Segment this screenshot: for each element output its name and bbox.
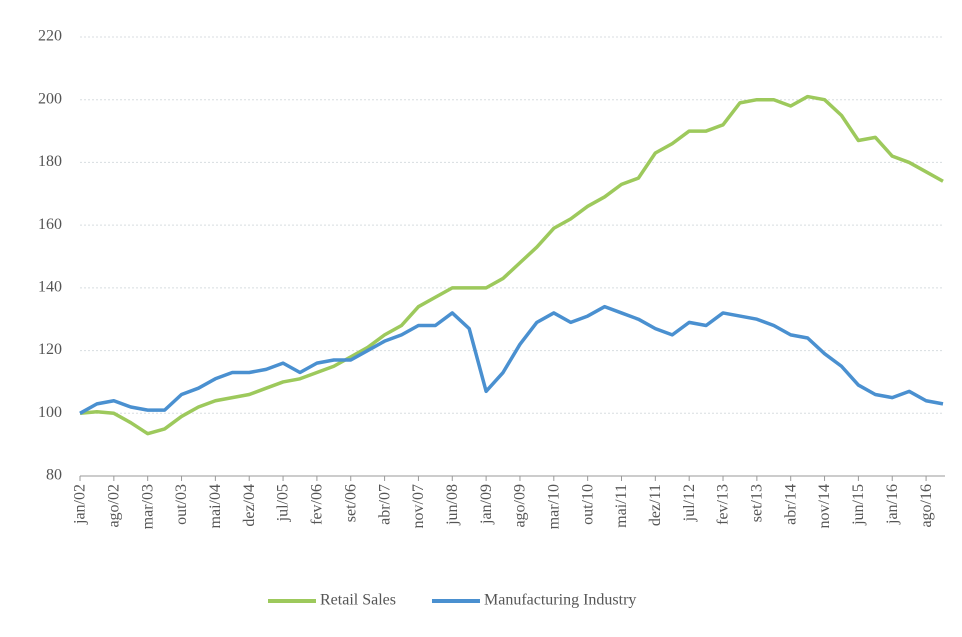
x-tick-label: ago/02 <box>106 484 123 528</box>
x-tick-label: nov/07 <box>410 484 427 528</box>
x-tick-label: set/06 <box>342 484 359 522</box>
x-tick-label: mar/03 <box>139 484 156 529</box>
series-line <box>79 94 944 436</box>
x-tick-label: dez/04 <box>241 484 258 527</box>
x-tick-label: jan/02 <box>72 484 89 525</box>
x-tick-label: jul/05 <box>275 484 292 522</box>
y-tick-label: 180 <box>38 153 62 170</box>
x-tick-label: fev/06 <box>309 484 326 525</box>
x-tick-label: mar/10 <box>545 484 562 529</box>
x-tick-label: out/03 <box>173 484 190 525</box>
y-tick-label: 80 <box>46 467 62 484</box>
y-tick-label: 100 <box>38 404 62 421</box>
x-tick-label: abr/07 <box>376 484 393 525</box>
series-line <box>79 304 944 415</box>
y-tick-label: 200 <box>38 90 62 107</box>
x-tick-label: jan/09 <box>478 484 495 525</box>
legend-label: Manufacturing Industry <box>484 592 636 609</box>
x-tick-label: mai/04 <box>207 484 224 528</box>
x-tick-label: nov/14 <box>816 484 833 528</box>
x-tick-label: set/13 <box>749 484 766 522</box>
x-tick-label: ago/09 <box>512 484 529 528</box>
x-tick-label: mai/11 <box>613 484 630 528</box>
legend-label: Retail Sales <box>320 592 396 609</box>
y-tick-label: 160 <box>38 216 62 233</box>
y-tick-label: 140 <box>38 279 62 296</box>
x-tick-label: out/10 <box>579 484 596 525</box>
x-tick-label: abr/14 <box>782 484 799 525</box>
x-tick-label: jun/15 <box>850 484 867 526</box>
x-tick-label: jan/16 <box>884 484 901 525</box>
x-tick-label: jun/08 <box>444 484 461 526</box>
x-tick-label: dez/11 <box>647 484 664 526</box>
x-tick-label: fev/13 <box>715 484 732 525</box>
x-tick-label: ago/16 <box>918 484 935 528</box>
y-tick-label: 120 <box>38 341 62 358</box>
x-tick-label: jul/12 <box>681 484 698 522</box>
y-tick-label: 220 <box>38 28 62 45</box>
